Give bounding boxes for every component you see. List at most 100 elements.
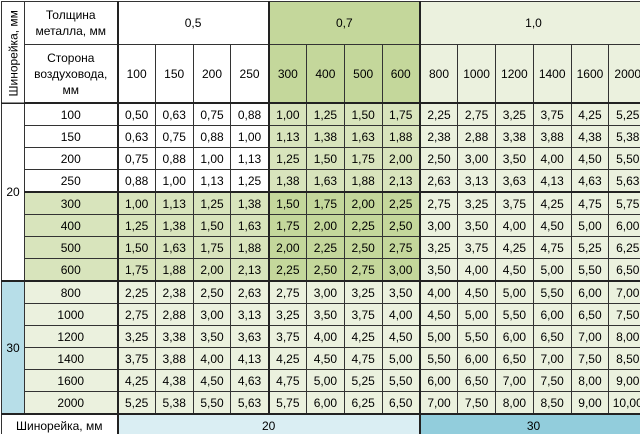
value-cell: 1,50 [305, 147, 345, 170]
value-cell: 1,13 [154, 191, 194, 215]
row-size: 500 [24, 236, 118, 259]
data-row: 2000 5,25 5,38 5,50 5,63 5,75 6,00 6,25 6,50 7,00… [2, 391, 640, 415]
value-cell: 5,63 [230, 391, 270, 415]
value-cell: 1,00 [154, 169, 194, 193]
column-size: 2000 [608, 44, 640, 104]
value-cell: 5,50 [532, 280, 572, 304]
column-size: 300 [267, 44, 307, 104]
value-cell: 1,50 [116, 236, 156, 259]
value-cell: 4,00 [305, 325, 345, 348]
column-size: 1000 [457, 44, 496, 104]
value-cell: 1,75 [116, 258, 156, 282]
data-row: 1200 3,25 3,38 3,50 3,63 3,75 4,00 4,25 4,50 5,00… [2, 325, 640, 348]
value-cell: 1,38 [230, 191, 270, 215]
row-size: 1400 [24, 347, 118, 370]
value-cell: 5,00 [418, 325, 459, 348]
value-cell: 2,00 [343, 191, 383, 215]
value-cell: 5,38 [608, 125, 640, 148]
value-cell: 6,50 [608, 258, 640, 282]
row-size: 600 [24, 258, 118, 282]
row-size: 100 [24, 102, 118, 126]
value-cell: 3,75 [343, 303, 383, 326]
value-cell: 3,75 [494, 191, 534, 215]
value-cell: 2,75 [267, 280, 307, 304]
value-cell: 5,25 [608, 102, 640, 126]
value-cell: 2,38 [418, 125, 459, 148]
value-cell: 1,63 [154, 236, 194, 259]
column-size: 400 [305, 44, 345, 104]
value-cell: 6,50 [457, 369, 496, 392]
value-cell: 2,25 [418, 102, 459, 126]
value-cell: 1,13 [267, 125, 307, 148]
data-row: 30 800 2,25 2,38 2,50 2,63 2,75 3,00 3,25 3,50 4,0… [1, 280, 640, 415]
value-cell: 1,00 [116, 191, 156, 215]
value-cell: 4,25 [494, 236, 534, 259]
value-cell: 4,75 [532, 236, 572, 259]
value-cell: 8,00 [608, 325, 640, 348]
value-cell: 2,00 [192, 258, 232, 282]
column-size: 1400 [532, 44, 572, 104]
value-cell: 0,75 [192, 102, 232, 126]
value-cell: 4,13 [532, 169, 572, 193]
footer-row: Шинорейка, мм 20 30 [1, 413, 640, 434]
value-cell: 5,00 [381, 347, 421, 370]
value-cell: 1,75 [267, 214, 307, 237]
value-cell: 2,38 [154, 280, 194, 304]
value-cell: 4,00 [381, 303, 421, 326]
column-size: 800 [418, 44, 459, 104]
data-row: 1400 3,75 3,88 4,00 4,13 4,25 4,50 4,75 5,00 5,50… [2, 347, 640, 370]
value-cell: 0,75 [154, 125, 194, 148]
value-cell: 2,25 [343, 214, 383, 237]
value-cell: 2,00 [305, 214, 345, 237]
value-cell: 5,75 [608, 191, 640, 215]
value-cell: 3,38 [154, 325, 194, 348]
value-cell: 1,75 [381, 102, 421, 126]
data-row: 300 1,00 1,13 1,25 1,38 1,50 1,75 2,00 2,25 2,75 3… [2, 191, 640, 215]
value-cell: 4,63 [230, 369, 270, 392]
value-cell: 3,75 [532, 102, 572, 126]
thickness-group: 1,0 [418, 0, 640, 46]
value-cell: 3,13 [230, 303, 270, 326]
value-cell: 1,25 [305, 102, 345, 126]
value-cell: 4,25 [116, 369, 156, 392]
column-size: 1600 [570, 44, 610, 104]
value-cell: 3,75 [267, 325, 307, 348]
value-cell: 9,00 [608, 369, 640, 392]
value-cell: 1,88 [343, 169, 383, 193]
data-row: 500 1,50 1,63 1,75 1,88 2,00 2,25 2,50 2,75 3,25 3… [2, 236, 640, 259]
value-cell: 1,25 [116, 214, 156, 237]
value-cell: 6,50 [532, 325, 572, 348]
data-row: 20 100 0,50 0,63 0,75 0,88 1,00 1,25 1,50 1,75 2,2… [1, 102, 640, 282]
value-cell: 1,63 [305, 169, 345, 193]
thickness-group: 0,7 [267, 0, 421, 46]
column-size: 100 [116, 44, 156, 104]
value-cell: 1,38 [305, 125, 345, 148]
value-cell: 4,50 [494, 258, 534, 282]
data-row: 600 1,75 1,88 2,00 2,13 2,25 2,50 2,75 3,00 3,50 4… [2, 258, 640, 282]
value-cell: 1,38 [267, 169, 307, 193]
value-cell: 7,50 [532, 369, 572, 392]
data-row: 1600 4,25 4,38 4,50 4,63 4,75 5,00 5,25 5,50 6,00… [2, 369, 640, 392]
header-row: Сторона воздуховода, мм 100 150 200 250 300 40… [2, 44, 640, 104]
value-cell: 4,75 [570, 191, 610, 215]
corner-label: Шинорейка, мм [1, 1, 25, 103]
value-cell: 1,38 [154, 214, 194, 237]
value-cell: 8,50 [532, 391, 572, 415]
value-cell: 4,00 [532, 147, 572, 170]
value-cell: 4,25 [570, 102, 610, 126]
value-cell: 5,50 [570, 258, 610, 282]
value-cell: 3,50 [305, 303, 345, 326]
value-cell: 0,88 [154, 147, 194, 170]
value-cell: 1,50 [192, 214, 232, 237]
value-cell: 3,25 [343, 280, 383, 304]
value-cell: 4,50 [418, 303, 459, 326]
value-cell: 6,00 [608, 214, 640, 237]
thickness-group: 0,5 [116, 0, 270, 46]
value-cell: 2,25 [305, 236, 345, 259]
value-cell: 2,50 [381, 214, 421, 237]
value-cell: 2,50 [305, 258, 345, 282]
value-cell: 3,25 [418, 236, 459, 259]
value-cell: 2,75 [418, 191, 459, 215]
value-cell: 2,25 [381, 191, 421, 215]
